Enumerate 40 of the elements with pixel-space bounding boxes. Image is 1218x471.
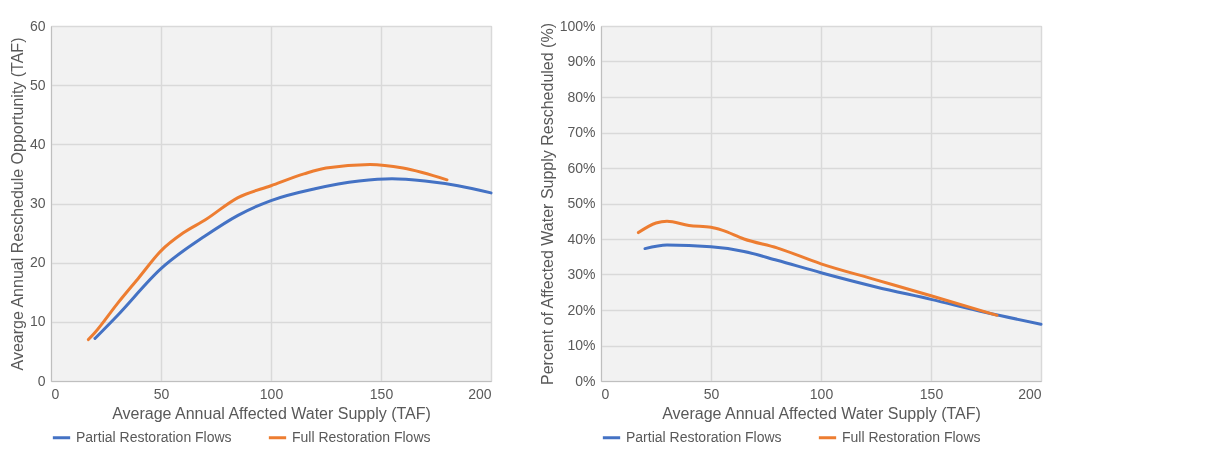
y-tick-label: 80% (567, 88, 596, 105)
y-tick-label: 20% (567, 301, 596, 318)
y-tick-label: 40% (567, 230, 596, 247)
y-axis-title: Percent of Affected Water Supply Rescheduled (%) (538, 23, 556, 385)
legend-label: Partial Restoration Flows (76, 428, 232, 445)
line-series (636, 219, 999, 317)
y-tick-label: 90% (567, 53, 596, 69)
y-tick-label: 60% (567, 159, 596, 176)
x-tick-label: 50 (153, 385, 170, 402)
y-tick-label: 0 (37, 372, 46, 389)
y-tick-label: 50% (567, 195, 596, 211)
legend-label: Partial Restoration Flows (626, 428, 782, 445)
y-tick-label: 50 (29, 76, 46, 93)
y-axis-title: Avearge Annual Reschedule Opportunity (TAF) (8, 37, 26, 371)
x-tick-label: 100 (259, 385, 284, 402)
y-tick-label: 10% (567, 337, 596, 353)
x-tick-label: 0 (601, 385, 610, 402)
y-tick-label: 30% (567, 266, 596, 282)
y-tick-label: 60 (29, 17, 46, 34)
y-tick-label: 100% (559, 17, 596, 34)
x-tick-label: 50 (703, 385, 720, 402)
x-tick-label: 150 (369, 385, 394, 402)
y-tick-label: 30 (29, 195, 46, 211)
x-tick-label: 200 (1018, 385, 1042, 402)
y-tick-label: 70% (567, 124, 596, 140)
y-tick-label: 40 (29, 135, 46, 152)
line-series (86, 162, 449, 342)
x-tick-label: 150 (919, 385, 944, 402)
y-tick-label: 10 (29, 313, 46, 330)
line-series (643, 243, 1043, 326)
y-tick-label: 0% (575, 372, 596, 389)
legend-label: Full Restoration Flows (292, 428, 431, 445)
x-axis-title: Average Annual Affected Water Supply (TAF) (662, 404, 981, 422)
x-axis-title: Average Annual Affected Water Supply (TAF) (112, 404, 431, 422)
x-tick-label: 100 (809, 385, 834, 402)
line-series (93, 177, 493, 340)
legend-label: Full Restoration Flows (842, 428, 981, 445)
x-tick-label: 0 (51, 385, 60, 402)
x-tick-label: 200 (468, 385, 492, 402)
y-tick-label: 20 (29, 254, 46, 271)
